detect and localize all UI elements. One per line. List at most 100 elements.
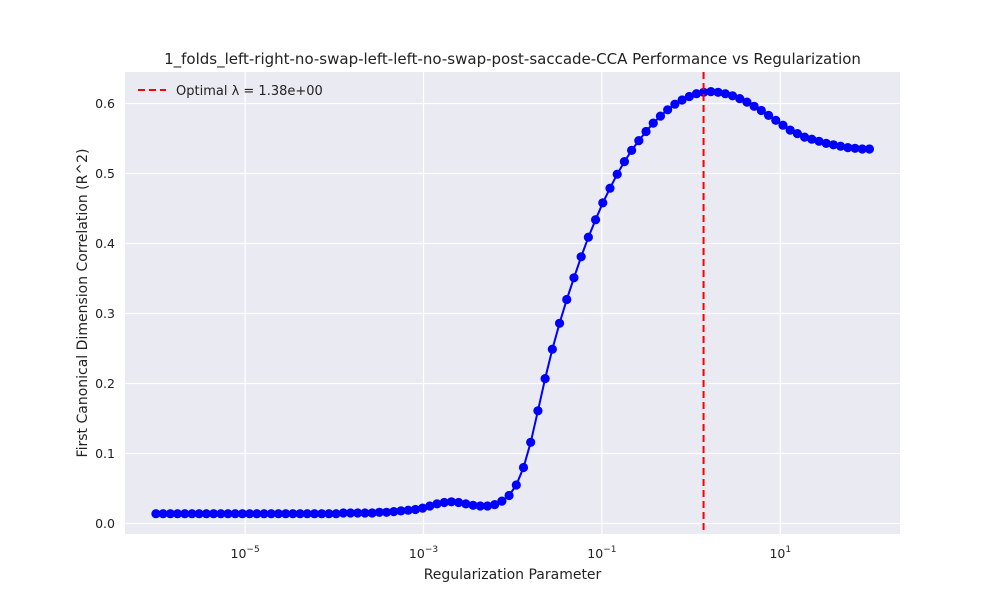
data-point [208, 509, 219, 519]
legend: Optimal λ = 1.38e+00 [138, 84, 323, 99]
data-point [828, 140, 839, 150]
data-point [245, 509, 255, 519]
data-point [396, 506, 406, 516]
data-point [158, 509, 168, 519]
data-point [252, 509, 262, 519]
data-point [165, 509, 175, 519]
data-point [446, 497, 457, 507]
data-point [151, 509, 161, 519]
data-point [454, 497, 464, 508]
data-point [821, 138, 831, 148]
x-tick-exponent: −3 [425, 545, 438, 555]
data-point [627, 145, 637, 155]
y-tick-label: 0.2 [95, 376, 115, 391]
data-point [713, 87, 723, 97]
series [151, 87, 875, 519]
data-point [353, 508, 363, 518]
data-point [338, 508, 348, 518]
data-point [619, 157, 630, 167]
data-point [785, 125, 795, 135]
data-point [699, 87, 709, 97]
data-point [771, 115, 781, 125]
x-tick-exponent: 1 [785, 545, 791, 555]
data-point [403, 505, 413, 515]
data-point [511, 480, 521, 490]
grid [125, 72, 900, 534]
data-point [634, 136, 644, 146]
data-point [807, 134, 817, 144]
data-point [367, 508, 377, 518]
y-tick-label: 0.6 [95, 96, 115, 111]
data-point [281, 509, 291, 519]
data-point [172, 509, 183, 519]
x-tick-exponent: −5 [246, 545, 259, 555]
x-axis-label: Regularization Parameter [424, 567, 602, 583]
x-tick-exponent: −1 [603, 545, 616, 555]
data-point [432, 499, 442, 509]
data-point [223, 509, 233, 519]
data-point [569, 273, 579, 283]
data-point [590, 215, 601, 225]
data-point [497, 496, 507, 506]
data-point [302, 509, 312, 519]
x-tick-label: 10−1 [587, 545, 616, 561]
data-point [266, 509, 276, 519]
x-tick-label: 10−3 [409, 545, 438, 561]
data-point [540, 374, 550, 384]
data-point [670, 99, 680, 109]
data-point [418, 503, 428, 513]
data-point [216, 509, 226, 519]
data-point [461, 499, 471, 509]
data-point [749, 101, 759, 111]
data-point [259, 509, 269, 519]
data-point [230, 509, 240, 519]
data-point [605, 183, 615, 193]
data-point [389, 507, 399, 517]
data-point [410, 504, 420, 515]
data-point [684, 91, 694, 102]
data-point [814, 136, 824, 146]
data-point [518, 462, 529, 473]
data-point [583, 232, 593, 242]
data-point [792, 129, 802, 139]
x-tick-base: 10 [409, 546, 425, 561]
data-point [324, 509, 334, 519]
data-point [641, 126, 651, 137]
data-point [547, 344, 557, 354]
data-point [345, 508, 356, 518]
plot-background [125, 72, 900, 534]
y-tick-label: 0.1 [95, 446, 115, 461]
y-tick-label: 0.0 [95, 516, 115, 531]
data-point [273, 509, 284, 519]
data-point [237, 509, 248, 519]
data-point [864, 144, 875, 154]
data-point [533, 406, 543, 416]
data-point [295, 509, 305, 519]
data-point [648, 118, 658, 128]
data-point [180, 509, 190, 519]
x-tick-label: 101 [769, 545, 791, 561]
data-point [526, 437, 536, 447]
data-point [490, 500, 500, 510]
data-point [857, 144, 867, 154]
x-tick-base: 10 [587, 546, 603, 561]
data-point [562, 294, 572, 305]
data-point [720, 89, 730, 99]
x-tick-label: 10−5 [231, 545, 260, 561]
x-tick-base: 10 [769, 546, 785, 561]
data-point [576, 252, 586, 262]
y-tick-label: 0.4 [95, 236, 115, 251]
data-point [663, 105, 673, 115]
chart-title: 1_folds_left-right-no-swap-left-left-no-… [164, 50, 861, 69]
data-point [763, 110, 774, 120]
data-point [756, 105, 766, 116]
data-point [778, 120, 788, 130]
data-point [742, 97, 752, 107]
data-point [468, 500, 478, 510]
data-point [201, 509, 211, 519]
data-point [374, 507, 384, 517]
data-point [504, 490, 514, 501]
data-point [331, 509, 341, 519]
data-point [425, 501, 435, 511]
